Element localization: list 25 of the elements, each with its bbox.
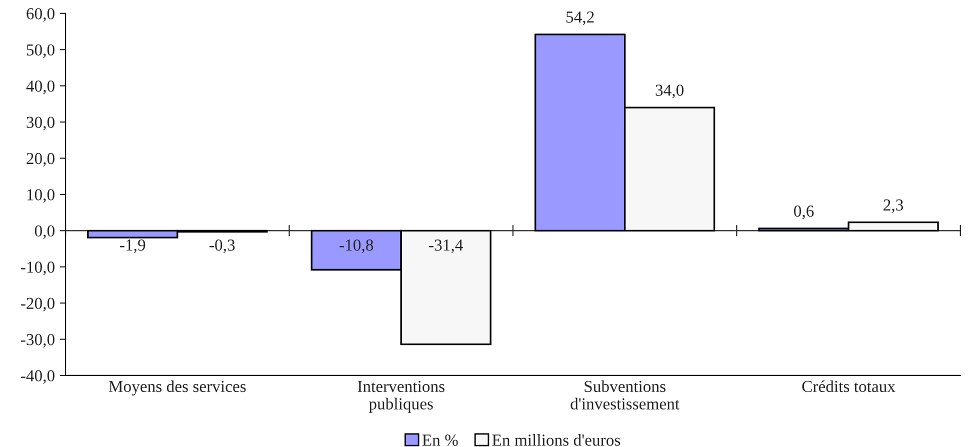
x-tick-label: Crédits totaux [802, 380, 896, 392]
y-tick-label: 20,0 [26, 152, 54, 167]
y-tick-label: -30,0 [21, 334, 54, 348]
y-tick-label: 0,0 [34, 225, 54, 239]
y-tick-label: 40,0 [26, 80, 54, 94]
x-tick-label: Subventions d'investissement [570, 380, 680, 410]
legend-label: En % [422, 434, 458, 446]
data-label: -31,4 [429, 240, 463, 254]
y-tick-label: -20,0 [21, 298, 54, 312]
data-label: -1,9 [120, 240, 146, 254]
y-tick-label: 10,0 [27, 189, 54, 203]
y-tick-label: 50,0 [26, 44, 54, 58]
data-label: -10,8 [340, 239, 374, 254]
y-tick-label: 30,0 [26, 116, 54, 130]
data-label: 34,0 [656, 84, 684, 98]
x-tick-label: Interventions publiques [358, 380, 444, 413]
y-tick-label: 60,0 [26, 8, 54, 22]
data-label: 0,6 [794, 206, 814, 220]
y-tick-label: -10,0 [21, 262, 54, 276]
y-tick-label: -40,0 [21, 370, 54, 384]
x-tick-label: Moyens des services [108, 380, 246, 396]
data-label: 54,2 [566, 11, 594, 26]
data-label: -0,3 [210, 239, 235, 254]
data-label: 2,3 [884, 199, 904, 214]
legend-label: En millions d'euros [492, 434, 620, 446]
